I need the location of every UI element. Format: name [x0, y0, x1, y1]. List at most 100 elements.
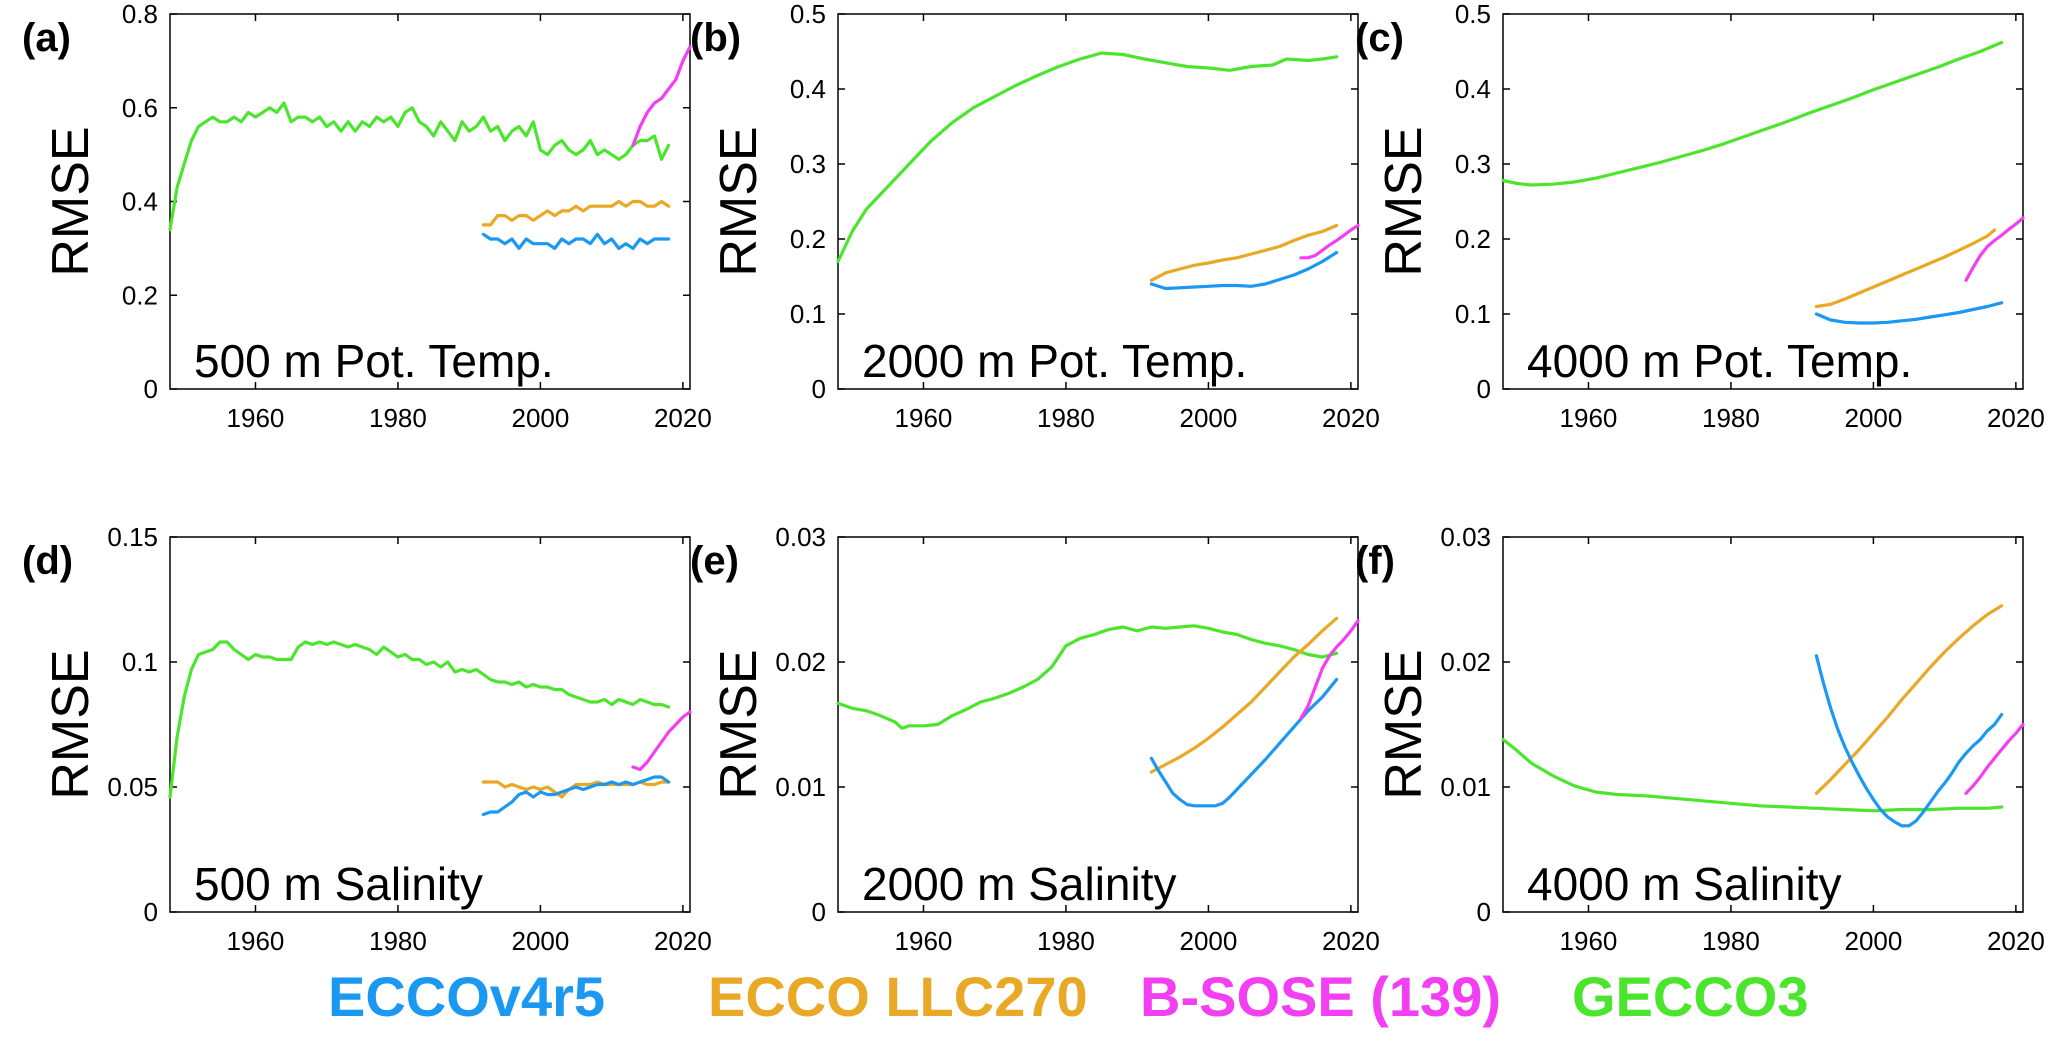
x-tick-label: 1960 [227, 926, 285, 956]
x-tick-label: 2020 [654, 926, 712, 956]
series-line-b-sose-139 [1964, 216, 2025, 282]
panel-b: 0 0.1 0.2 0.3 0.4 0.5 1960 1980 2000 2020 RMSE (b) 2… [690, 0, 1380, 433]
series-line-ecco-llc270 [1149, 223, 1339, 282]
y-tick-label: 0.3 [1455, 149, 1491, 179]
legend-item-ecco-llc270: ECCO LLC270 [708, 965, 1088, 1028]
panel-annotation: 500 m Salinity [194, 858, 483, 910]
axes-box [837, 536, 1359, 913]
y-tick-label: 0.8 [122, 0, 158, 29]
series-line-b-sose-139 [1964, 722, 2025, 795]
series-line-eccov4r5 [1814, 654, 2004, 828]
x-tick-label: 2000 [511, 926, 569, 956]
y-tick-label: 0.01 [1440, 772, 1491, 802]
series-line-b-sose-139 [631, 710, 692, 772]
panel-annotation: 500 m Pot. Temp. [194, 335, 554, 387]
y-axis-label: RMSE [710, 649, 768, 799]
y-axis-label: RMSE [1375, 649, 1433, 799]
y-tick-label: 0.15 [107, 522, 158, 552]
axes-box [837, 13, 1359, 390]
y-tick-label: 0.01 [775, 772, 826, 802]
panel-e: 0 0.01 0.02 0.03 1960 1980 2000 2020 RMSE (e) 2000… [690, 522, 1380, 956]
x-tick-label: 1960 [895, 403, 953, 433]
y-tick-label: 0 [144, 374, 158, 404]
y-tick-label: 0.4 [122, 187, 158, 217]
panel-label: (d) [22, 539, 73, 583]
series-line-gecco3 [836, 51, 1339, 264]
y-tick-label: 0 [1477, 897, 1491, 927]
axes-box [169, 13, 691, 390]
x-tick-label: 1980 [1702, 926, 1760, 956]
panel-annotation: 4000 m Pot. Temp. [1527, 335, 1912, 387]
series-line-gecco3 [1501, 40, 2004, 187]
panel-a: 0 0.2 0.4 0.6 0.8 1960 1980 2000 2020 RMSE (a) 500 … [22, 0, 712, 433]
x-tick-label: 1980 [1702, 403, 1760, 433]
y-tick-label: 0.1 [122, 647, 158, 677]
series-line-eccov4r5 [1149, 250, 1339, 291]
x-tick-label: 2000 [1179, 926, 1237, 956]
y-tick-label: 0 [1477, 374, 1491, 404]
panel-label: (b) [690, 16, 741, 60]
x-tick-label: 2020 [1322, 926, 1380, 956]
y-tick-label: 0.2 [790, 224, 826, 254]
panel-f: 0 0.01 0.02 0.03 1960 1980 2000 2020 RMSE (f) 4000… [1355, 522, 2045, 956]
panel-annotation: 4000 m Salinity [1527, 858, 1842, 910]
x-tick-label: 1980 [369, 926, 427, 956]
x-tick-label: 2000 [511, 403, 569, 433]
x-tick-label: 2020 [1322, 403, 1380, 433]
legend-item-b-sose: B-SOSE (139) [1140, 965, 1501, 1028]
series-line-gecco3 [168, 640, 671, 799]
x-tick-label: 2020 [1987, 403, 2045, 433]
series-line-ecco-llc270 [481, 780, 671, 799]
y-tick-label: 0.1 [1455, 299, 1491, 329]
y-tick-label: 0 [812, 897, 826, 927]
x-tick-label: 1960 [895, 926, 953, 956]
y-tick-label: 0.4 [1455, 74, 1491, 104]
y-tick-label: 0.03 [1440, 522, 1491, 552]
series-line-ecco-llc270 [1149, 616, 1339, 774]
panel-label: (e) [690, 539, 739, 583]
x-tick-label: 2020 [654, 403, 712, 433]
y-tick-label: 0 [812, 374, 826, 404]
panel-d: 0 0.05 0.1 0.15 1960 1980 2000 2020 RMSE (d) 500 m… [22, 522, 712, 956]
series-line-b-sose-139 [631, 45, 692, 147]
y-tick-label: 0.02 [775, 647, 826, 677]
y-tick-label: 0.2 [122, 280, 158, 310]
series-line-gecco3 [836, 624, 1339, 730]
y-tick-label: 0.2 [1455, 224, 1491, 254]
x-tick-label: 2000 [1844, 403, 1902, 433]
series-line-eccov4r5 [1814, 301, 2004, 325]
x-tick-label: 1960 [1560, 403, 1618, 433]
series-line-eccov4r5 [481, 232, 671, 250]
series-line-b-sose-139 [1299, 619, 1360, 720]
y-tick-label: 0.5 [790, 0, 826, 29]
x-tick-label: 2000 [1179, 403, 1237, 433]
axes-box [1502, 13, 2024, 390]
series-line-b-sose-139 [1299, 223, 1360, 260]
series-line-ecco-llc270 [481, 199, 671, 227]
panel-label: (a) [22, 16, 71, 60]
axes-box [169, 536, 691, 913]
x-tick-label: 1980 [1037, 926, 1095, 956]
y-tick-label: 0.02 [1440, 647, 1491, 677]
y-tick-label: 0.3 [790, 149, 826, 179]
y-axis-label: RMSE [710, 126, 768, 276]
panel-c: 0 0.1 0.2 0.3 0.4 0.5 1960 1980 2000 2020 RMSE (c) 4… [1355, 0, 2045, 433]
y-axis-label: RMSE [42, 649, 100, 799]
panel-annotation: 2000 m Salinity [862, 858, 1177, 910]
legend-item-gecco3: GECCO3 [1572, 965, 1809, 1028]
series-line-eccov4r5 [481, 775, 671, 817]
x-tick-label: 1980 [369, 403, 427, 433]
axes-box [1502, 536, 2024, 913]
y-tick-label: 0.05 [107, 772, 158, 802]
x-tick-label: 1960 [1560, 926, 1618, 956]
panel-label: (f) [1355, 539, 1395, 583]
y-tick-label: 0.4 [790, 74, 826, 104]
y-tick-label: 0.1 [790, 299, 826, 329]
legend-item-eccov4r5: ECCOv4r5 [328, 965, 606, 1028]
x-tick-label: 2020 [1987, 926, 2045, 956]
panel-label: (c) [1355, 16, 1404, 60]
y-axis-label: RMSE [42, 126, 100, 276]
y-axis-label: RMSE [1375, 126, 1433, 276]
series-line-eccov4r5 [1149, 677, 1339, 808]
